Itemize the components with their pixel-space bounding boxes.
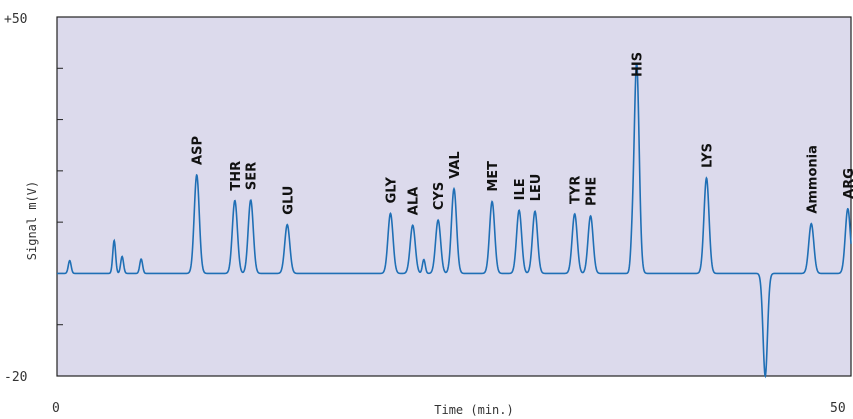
peak-label-his: HIS (631, 52, 646, 77)
peak-label-asp: ASP (191, 136, 206, 165)
y-axis-title: Signal m(V) (25, 181, 39, 260)
peak-label-cys: CYS (432, 182, 447, 210)
peak-label-tyr: TYR (569, 176, 584, 204)
peak-label-phe: PHE (585, 177, 600, 206)
x-axis-title: Time (min.) (434, 403, 513, 417)
peak-label-ile: ILE (513, 178, 528, 200)
y-tick-label-bottom: -20 (4, 370, 27, 385)
x-tick-label-right: 50 (830, 401, 846, 416)
peak-label-glu: GLU (281, 186, 296, 215)
peak-label-ala: ALA (407, 187, 422, 215)
plot-area (56, 16, 852, 377)
x-tick-label-left: 0 (52, 401, 60, 416)
peak-label-lys: LYS (700, 143, 715, 168)
peak-label-ammonia: Ammonia (805, 145, 820, 214)
peak-label-gly: GLY (384, 176, 399, 203)
peak-label-val: VAL (448, 151, 463, 179)
peak-label-thr: THR (229, 161, 244, 191)
peak-label-met: MET (486, 161, 501, 192)
signal-trace-line (57, 62, 852, 379)
peak-label-ser: SER (245, 162, 260, 190)
y-tick-label-top: +50 (4, 12, 27, 27)
peak-label-leu: LEU (529, 174, 544, 202)
peak-label-arg: ARG (842, 168, 853, 199)
